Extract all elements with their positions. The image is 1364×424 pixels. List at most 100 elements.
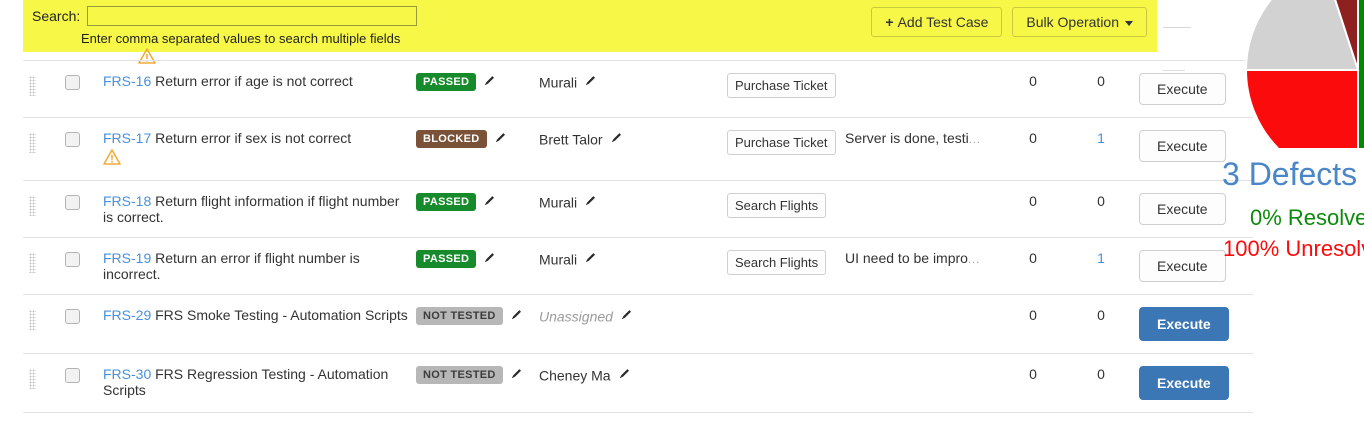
row-checkbox[interactable] <box>65 195 80 210</box>
row-checkbox[interactable] <box>65 309 80 324</box>
test-case-key-link[interactable]: FRS-17 <box>103 130 152 146</box>
row-checkbox[interactable] <box>65 132 80 147</box>
assignee-cell: Murali <box>535 181 723 238</box>
toolbar-buttons: + Add Test Case Bulk Operation <box>871 7 1147 37</box>
status-edit-pencil-icon[interactable] <box>483 74 496 90</box>
test-case-key-link[interactable]: FRS-30 <box>103 366 152 382</box>
count-secondary[interactable]: 1 <box>1097 250 1105 266</box>
assignee-cell: Murali <box>535 61 723 118</box>
test-case-key-link[interactable]: FRS-19 <box>103 250 152 266</box>
drag-grip-icon[interactable] <box>29 196 36 216</box>
test-case-summary: FRS Smoke Testing - Automation Scripts <box>155 307 408 323</box>
count-primary-cell: 0 <box>999 61 1067 118</box>
count-secondary-cell: 0 <box>1067 181 1135 238</box>
add-test-case-button[interactable]: + Add Test Case <box>871 7 1003 37</box>
pie-slice[interactable] <box>1323 0 1359 71</box>
execute-button[interactable]: Execute <box>1139 73 1226 105</box>
table-row: FRS-16 Return error if age is not correc… <box>23 60 1253 118</box>
assignee-edit-pencil-icon[interactable] <box>618 367 631 383</box>
pie-slice[interactable] <box>1244 0 1360 71</box>
status-badge[interactable]: NOT TESTED <box>416 366 503 385</box>
execute-cell: Execute <box>1135 238 1253 295</box>
assignee-name: Cheney Ma <box>539 367 611 384</box>
row-checkbox[interactable] <box>65 252 80 267</box>
module-button[interactable]: Purchase Ticket <box>727 130 836 155</box>
count-secondary-cell: 0 <box>1067 295 1135 354</box>
execute-button[interactable]: Execute <box>1139 250 1226 282</box>
drag-grip-icon[interactable] <box>29 133 36 153</box>
module-cell: Search Flights <box>723 181 841 238</box>
count-primary: 0 <box>1029 130 1037 146</box>
status-edit-pencil-icon[interactable] <box>510 367 523 383</box>
row-checkbox[interactable] <box>65 368 80 383</box>
module-cell <box>723 354 841 413</box>
test-case-key-link[interactable]: FRS-18 <box>103 193 152 209</box>
test-case-title-cell: FRS-30 FRS Regression Testing - Automati… <box>99 354 412 413</box>
banner-divider-stub <box>1163 27 1191 28</box>
ellipsis-icon: ... <box>967 254 981 266</box>
status-edit-pencil-icon[interactable] <box>483 251 496 267</box>
plus-icon: + <box>885 14 894 30</box>
count-secondary[interactable]: 1 <box>1097 130 1105 146</box>
pie-slice[interactable] <box>1357 0 1364 148</box>
status-badge[interactable]: PASSED <box>416 250 477 269</box>
module-button[interactable]: Purchase Ticket <box>727 73 836 98</box>
execute-button[interactable]: Execute <box>1139 193 1226 225</box>
test-case-title-cell: FRS-17 Return error if sex is not correc… <box>99 118 412 181</box>
test-case-summary: Return an error if flight number is inco… <box>103 250 360 282</box>
table-row: FRS-18 Return flight information if flig… <box>23 181 1253 238</box>
count-primary-cell: 0 <box>999 118 1067 181</box>
search-input[interactable] <box>87 6 418 26</box>
status-badge[interactable]: NOT TESTED <box>416 307 503 326</box>
module-button[interactable]: Search Flights <box>727 250 827 275</box>
execute-button[interactable]: Execute <box>1139 307 1229 341</box>
assignee-edit-pencil-icon[interactable] <box>620 308 633 324</box>
drag-grip-icon[interactable] <box>29 369 36 389</box>
status-edit-pencil-icon[interactable] <box>483 194 496 210</box>
status-cell: BLOCKED <box>412 118 535 181</box>
comment-cell <box>841 295 999 354</box>
execute-button[interactable]: Execute <box>1139 130 1226 162</box>
status-edit-pencil-icon[interactable] <box>494 131 507 147</box>
defect-resolved-text: 0% Resolved <box>1250 205 1364 230</box>
execute-cell: Execute <box>1135 61 1253 118</box>
row-select-cell <box>61 181 99 238</box>
row-checkbox[interactable] <box>65 75 80 90</box>
row-select-cell <box>61 238 99 295</box>
count-secondary: 0 <box>1097 366 1105 382</box>
drag-grip-icon[interactable] <box>29 253 36 273</box>
test-case-key-link[interactable]: FRS-16 <box>103 73 152 89</box>
assignee-edit-pencil-icon[interactable] <box>584 74 597 90</box>
module-button[interactable]: Search Flights <box>727 193 827 218</box>
count-primary-cell: 0 <box>999 238 1067 295</box>
drag-grip-icon[interactable] <box>29 310 36 330</box>
search-label: Search: <box>32 8 81 24</box>
status-badge[interactable]: PASSED <box>416 193 477 212</box>
test-case-title-cell: FRS-18 Return flight information if flig… <box>99 181 412 238</box>
test-case-key-link[interactable]: FRS-29 <box>103 307 152 323</box>
warning-icon[interactable] <box>103 149 408 168</box>
status-badge[interactable]: PASSED <box>416 73 477 92</box>
status-edit-pencil-icon[interactable] <box>510 308 523 324</box>
execute-button[interactable]: Execute <box>1139 366 1229 400</box>
partial-warning-icon <box>138 48 156 64</box>
assignee-edit-pencil-icon[interactable] <box>584 251 597 267</box>
bulk-operation-button[interactable]: Bulk Operation <box>1012 7 1147 37</box>
assignee-edit-pencil-icon[interactable] <box>610 131 623 147</box>
defects-pie-chart <box>1200 0 1364 148</box>
count-secondary: 0 <box>1097 193 1105 209</box>
count-secondary-cell: 1 <box>1067 238 1135 295</box>
assignee-edit-pencil-icon[interactable] <box>584 194 597 210</box>
status-badge[interactable]: BLOCKED <box>416 130 487 149</box>
count-primary: 0 <box>1029 193 1037 209</box>
count-secondary: 0 <box>1097 73 1105 89</box>
test-case-table: FRS-16 Return error if age is not correc… <box>23 60 1253 413</box>
pie-slice[interactable] <box>1244 69 1359 148</box>
execute-cell: Execute <box>1135 118 1253 181</box>
count-secondary-cell: 1 <box>1067 118 1135 181</box>
comment-text: Server is done, testi... <box>845 130 981 146</box>
table-row: FRS-30 FRS Regression Testing - Automati… <box>23 354 1253 413</box>
drag-grip-icon[interactable] <box>29 76 36 96</box>
defect-count-title: 3 Defects <box>1222 156 1358 192</box>
module-cell: Search Flights <box>723 238 841 295</box>
